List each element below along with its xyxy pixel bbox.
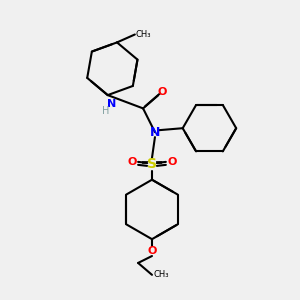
- Text: N: N: [107, 99, 116, 109]
- Text: O: O: [167, 157, 176, 167]
- Text: S: S: [147, 157, 157, 171]
- Text: =: =: [155, 158, 163, 168]
- Text: H: H: [102, 106, 110, 116]
- Text: O: O: [157, 86, 167, 97]
- Text: O: O: [128, 157, 137, 167]
- Text: =: =: [141, 158, 149, 168]
- Text: N: N: [150, 126, 160, 139]
- Text: O: O: [147, 246, 157, 256]
- Text: CH₃: CH₃: [136, 30, 151, 39]
- Text: CH₃: CH₃: [154, 270, 170, 279]
